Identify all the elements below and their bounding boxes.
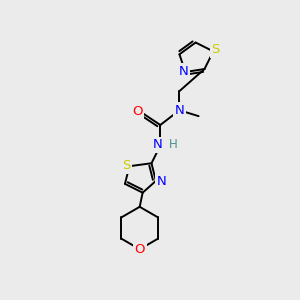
Text: N: N: [179, 65, 189, 78]
Text: S: S: [122, 159, 130, 172]
Text: N: N: [156, 175, 166, 188]
Text: N: N: [153, 139, 163, 152]
Text: N: N: [175, 104, 184, 117]
Text: H: H: [169, 139, 177, 152]
Text: O: O: [132, 105, 142, 118]
Text: S: S: [212, 44, 220, 56]
Text: O: O: [134, 243, 145, 256]
